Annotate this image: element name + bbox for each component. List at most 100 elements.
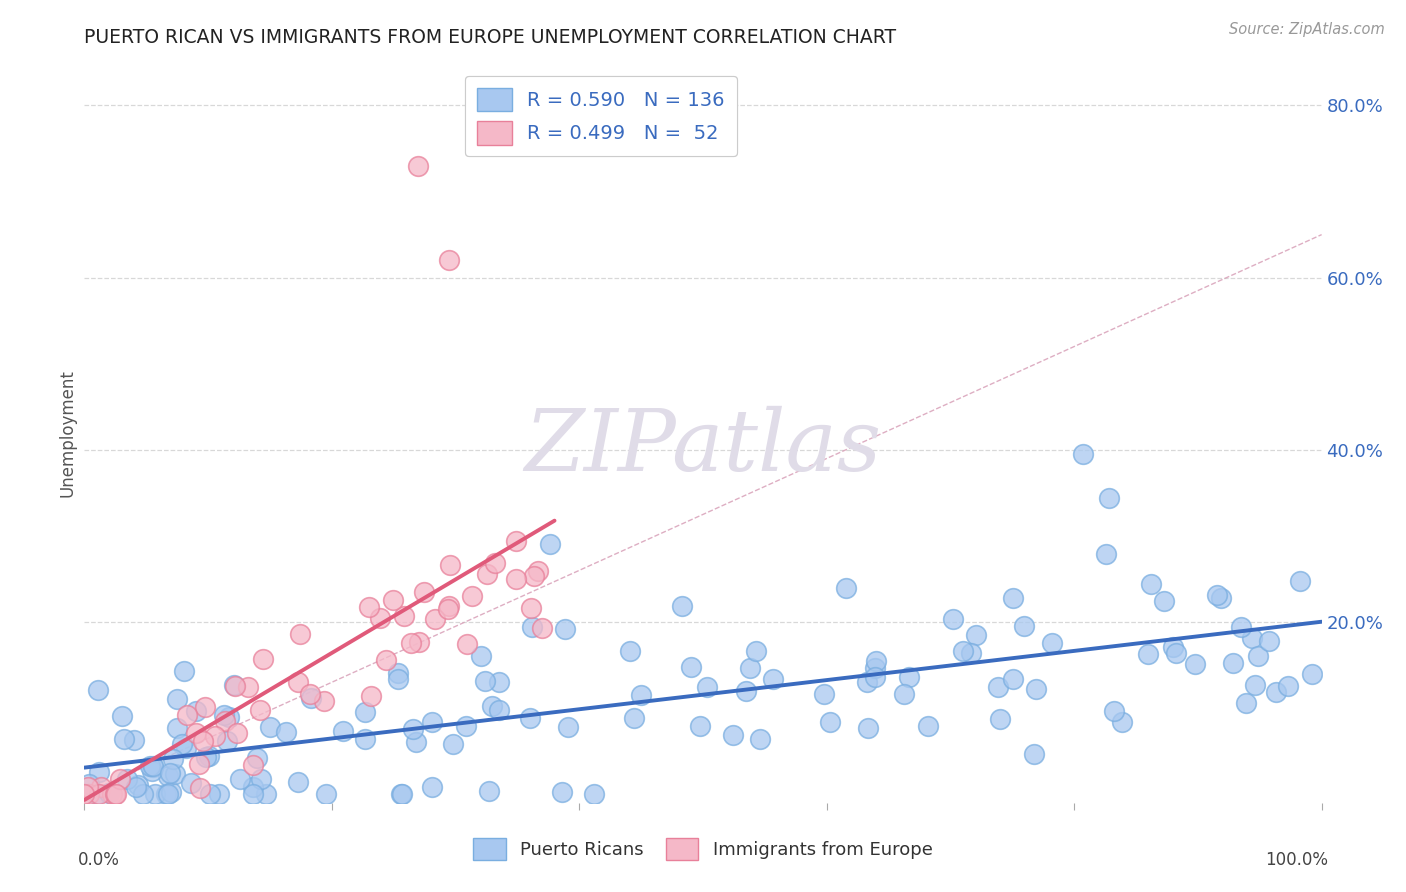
Point [554, 622, 576, 636]
Point [207, 787, 229, 801]
Point [176, 707, 198, 722]
Point [224, 679, 246, 693]
Point [551, 785, 574, 799]
Point [456, 637, 478, 651]
Point [142, 760, 165, 774]
Point [131, 787, 153, 801]
Point [865, 654, 887, 668]
Point [740, 661, 762, 675]
Point [249, 772, 271, 786]
Point [519, 600, 541, 615]
Point [488, 675, 510, 690]
Point [159, 765, 181, 780]
Point [193, 734, 215, 748]
Point [1002, 672, 1025, 686]
Point [190, 780, 212, 795]
Text: PUERTO RICAN VS IMMIGRANTS FROM EUROPE UNEMPLOYMENT CORRELATION CHART: PUERTO RICAN VS IMMIGRANTS FROM EUROPE U… [84, 28, 897, 47]
Point [299, 690, 322, 705]
Point [481, 698, 503, 713]
Point [370, 611, 392, 625]
Point [538, 536, 561, 550]
Point [1257, 633, 1279, 648]
Point [1289, 574, 1312, 588]
Point [141, 764, 163, 779]
Point [200, 787, 222, 801]
Point [420, 714, 443, 729]
Point [1071, 447, 1094, 461]
Point [389, 787, 412, 801]
Point [165, 767, 187, 781]
Point [204, 729, 226, 743]
Point [357, 600, 380, 615]
Point [332, 723, 354, 738]
Point [276, 724, 298, 739]
Point [382, 592, 405, 607]
Point [456, 718, 478, 732]
Point [197, 748, 219, 763]
Point [505, 573, 527, 587]
Point [1161, 640, 1184, 654]
Point [215, 734, 238, 748]
Point [160, 785, 183, 799]
Point [188, 756, 211, 771]
Point [312, 694, 335, 708]
Point [1137, 648, 1160, 662]
Point [354, 705, 377, 719]
Point [229, 772, 252, 786]
Point [987, 680, 1010, 694]
Point [488, 703, 510, 717]
Point [441, 737, 464, 751]
Point [484, 557, 506, 571]
Point [965, 628, 987, 642]
Point [1164, 646, 1187, 660]
Point [1153, 594, 1175, 608]
Point [439, 253, 461, 268]
Point [115, 772, 138, 786]
Point [155, 787, 177, 801]
Point [408, 159, 430, 173]
Point [474, 673, 496, 688]
Point [619, 644, 641, 658]
Point [259, 720, 281, 734]
Point [863, 661, 886, 675]
Point [298, 687, 321, 701]
Point [143, 787, 166, 801]
Point [863, 670, 886, 684]
Point [1222, 656, 1244, 670]
Point [408, 635, 430, 649]
Point [917, 719, 939, 733]
Point [122, 733, 145, 747]
Point [1301, 667, 1323, 681]
Point [90, 780, 112, 795]
Point [557, 720, 579, 734]
Point [1184, 657, 1206, 671]
Point [522, 620, 544, 634]
Point [623, 710, 645, 724]
Point [218, 710, 240, 724]
Point [523, 568, 546, 582]
Point [425, 612, 447, 626]
Point [477, 567, 499, 582]
Point [470, 648, 492, 663]
Point [1111, 714, 1133, 729]
Point [412, 585, 434, 599]
Text: 100.0%: 100.0% [1265, 851, 1327, 869]
Point [1095, 548, 1118, 562]
Point [405, 735, 427, 749]
Point [214, 714, 236, 728]
Point [745, 643, 768, 657]
Point [439, 558, 461, 572]
Point [142, 758, 165, 772]
Point [671, 599, 693, 613]
Point [988, 712, 1011, 726]
Point [288, 627, 311, 641]
Point [166, 721, 188, 735]
Point [505, 533, 527, 548]
Legend: R = 0.590   N = 136, R = 0.499   N =  52: R = 0.590 N = 136, R = 0.499 N = 52 [465, 76, 737, 156]
Point [242, 787, 264, 801]
Point [166, 691, 188, 706]
Text: ZIPatlas: ZIPatlas [524, 406, 882, 489]
Point [1012, 619, 1035, 633]
Point [392, 608, 415, 623]
Point [1247, 649, 1270, 664]
